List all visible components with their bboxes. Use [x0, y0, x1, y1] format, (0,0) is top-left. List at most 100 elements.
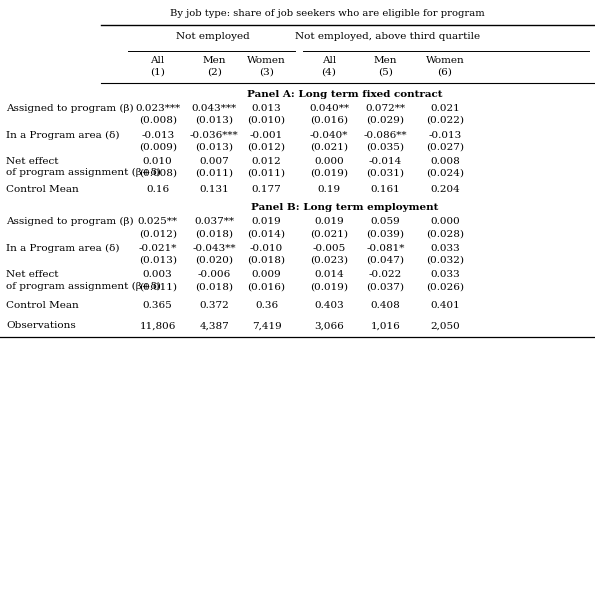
Text: 0.19: 0.19	[318, 185, 340, 195]
Text: (0.013): (0.013)	[195, 116, 233, 125]
Text: -0.021*: -0.021*	[139, 244, 177, 253]
Text: -0.010: -0.010	[250, 244, 283, 253]
Text: (0.008): (0.008)	[139, 116, 177, 125]
Text: Control Mean: Control Mean	[6, 185, 79, 195]
Text: Not employed, above third quartile: Not employed, above third quartile	[295, 32, 480, 41]
Text: 0.007: 0.007	[199, 156, 229, 166]
Text: (0.047): (0.047)	[367, 255, 405, 265]
Text: 0.023***: 0.023***	[135, 104, 180, 113]
Text: (0.023): (0.023)	[310, 255, 348, 265]
Text: Control Mean: Control Mean	[6, 300, 79, 310]
Text: (0.018): (0.018)	[248, 255, 286, 265]
Text: 0.16: 0.16	[146, 185, 169, 195]
Text: 7,419: 7,419	[252, 321, 281, 330]
Text: (0.011): (0.011)	[195, 168, 233, 178]
Text: 0.000: 0.000	[314, 156, 344, 166]
Text: (0.032): (0.032)	[426, 255, 464, 265]
Text: 0.365: 0.365	[143, 300, 173, 310]
Text: 0.401: 0.401	[430, 300, 460, 310]
Text: (1): (1)	[151, 67, 165, 77]
Text: 0.403: 0.403	[314, 300, 344, 310]
Text: Panel A: Long term fixed contract: Panel A: Long term fixed contract	[248, 90, 443, 99]
Text: Men: Men	[374, 56, 397, 65]
Text: -0.036***: -0.036***	[190, 130, 239, 140]
Text: 0.019: 0.019	[252, 217, 281, 227]
Text: (0.027): (0.027)	[426, 142, 464, 152]
Text: Panel B: Long term employment: Panel B: Long term employment	[252, 203, 439, 212]
Text: (0.021): (0.021)	[310, 229, 348, 238]
Text: -0.001: -0.001	[250, 130, 283, 140]
Text: -0.040*: -0.040*	[310, 130, 348, 140]
Text: (0.020): (0.020)	[195, 255, 233, 265]
Text: -0.081*: -0.081*	[367, 244, 405, 253]
Text: All: All	[322, 56, 336, 65]
Text: (0.010): (0.010)	[248, 116, 286, 125]
Text: -0.022: -0.022	[369, 270, 402, 280]
Text: 0.008: 0.008	[430, 156, 460, 166]
Text: -0.086**: -0.086**	[364, 130, 408, 140]
Text: 0.010: 0.010	[143, 156, 173, 166]
Text: 2,050: 2,050	[430, 321, 460, 330]
Text: (0.019): (0.019)	[310, 168, 348, 178]
Text: (0.016): (0.016)	[310, 116, 348, 125]
Text: -0.014: -0.014	[369, 156, 402, 166]
Text: (0.009): (0.009)	[139, 142, 177, 152]
Text: of program assignment (β+δ): of program assignment (β+δ)	[6, 168, 161, 178]
Text: 0.014: 0.014	[314, 270, 344, 280]
Text: -0.013: -0.013	[141, 130, 174, 140]
Text: (0.011): (0.011)	[139, 282, 177, 291]
Text: (0.008): (0.008)	[139, 168, 177, 178]
Text: 0.000: 0.000	[430, 217, 460, 227]
Text: 0.059: 0.059	[371, 217, 400, 227]
Text: (2): (2)	[207, 67, 221, 77]
Text: (0.037): (0.037)	[367, 282, 405, 291]
Text: Net effect: Net effect	[6, 270, 58, 280]
Text: Assigned to program (β): Assigned to program (β)	[6, 104, 133, 113]
Text: 0.003: 0.003	[143, 270, 173, 280]
Text: 0.372: 0.372	[199, 300, 229, 310]
Text: (0.035): (0.035)	[367, 142, 405, 152]
Text: 0.161: 0.161	[371, 185, 400, 195]
Text: 0.177: 0.177	[252, 185, 281, 195]
Text: 0.072**: 0.072**	[365, 104, 406, 113]
Text: 0.36: 0.36	[255, 300, 278, 310]
Text: Assigned to program (β): Assigned to program (β)	[6, 217, 133, 227]
Text: (5): (5)	[378, 67, 393, 77]
Text: (0.013): (0.013)	[195, 142, 233, 152]
Text: (0.031): (0.031)	[367, 168, 405, 178]
Text: 0.043***: 0.043***	[192, 104, 237, 113]
Text: In a Program area (δ): In a Program area (δ)	[6, 244, 120, 253]
Text: 0.040**: 0.040**	[309, 104, 349, 113]
Text: 0.408: 0.408	[371, 300, 400, 310]
Text: (0.016): (0.016)	[248, 282, 286, 291]
Text: 11,806: 11,806	[139, 321, 176, 330]
Text: (0.022): (0.022)	[426, 116, 464, 125]
Text: (0.014): (0.014)	[248, 229, 286, 238]
Text: (0.012): (0.012)	[139, 229, 177, 238]
Text: -0.043**: -0.043**	[192, 244, 236, 253]
Text: Not employed: Not employed	[176, 32, 249, 41]
Text: (3): (3)	[259, 67, 274, 77]
Text: 0.037**: 0.037**	[194, 217, 234, 227]
Text: 0.033: 0.033	[430, 270, 460, 280]
Text: (0.039): (0.039)	[367, 229, 405, 238]
Text: -0.005: -0.005	[312, 244, 346, 253]
Text: Men: Men	[202, 56, 226, 65]
Text: 3,066: 3,066	[314, 321, 344, 330]
Text: (6): (6)	[438, 67, 453, 77]
Text: (0.028): (0.028)	[426, 229, 464, 238]
Text: 0.204: 0.204	[430, 185, 460, 195]
Text: (0.018): (0.018)	[195, 229, 233, 238]
Text: (0.029): (0.029)	[367, 116, 405, 125]
Text: 0.012: 0.012	[252, 156, 281, 166]
Text: 0.131: 0.131	[199, 185, 229, 195]
Text: All: All	[151, 56, 165, 65]
Text: (0.018): (0.018)	[195, 282, 233, 291]
Text: 0.021: 0.021	[430, 104, 460, 113]
Text: of program assignment (β+δ): of program assignment (β+δ)	[6, 282, 161, 291]
Text: In a Program area (δ): In a Program area (δ)	[6, 130, 120, 140]
Text: (0.011): (0.011)	[248, 168, 286, 178]
Text: (0.024): (0.024)	[426, 168, 464, 178]
Text: (0.013): (0.013)	[139, 255, 177, 265]
Text: 0.009: 0.009	[252, 270, 281, 280]
